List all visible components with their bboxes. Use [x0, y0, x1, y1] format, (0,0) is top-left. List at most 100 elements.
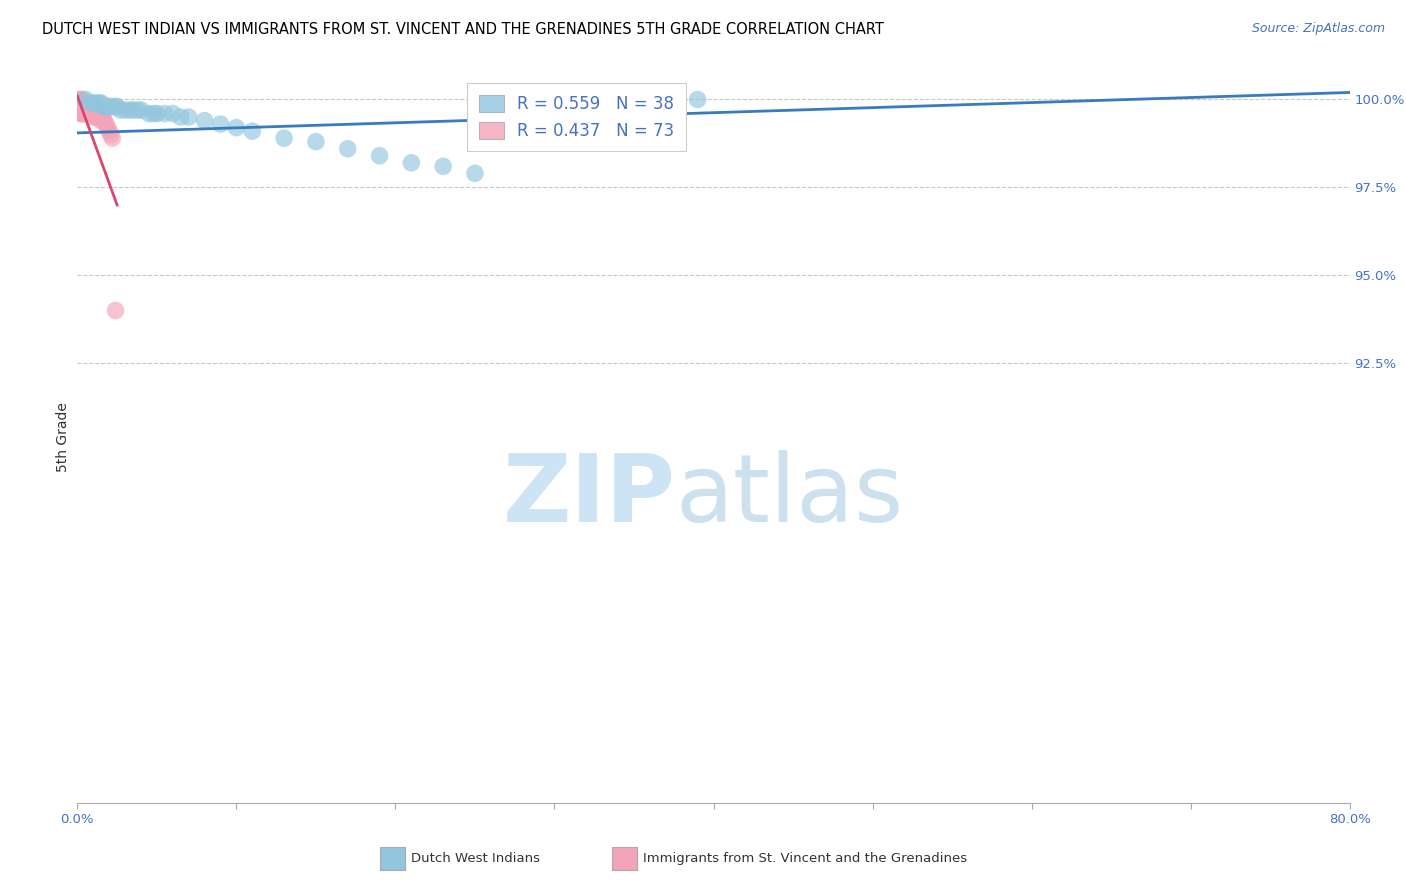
Point: [67, 93, 90, 107]
Point: [73, 103, 96, 117]
Point: [90, 110, 112, 124]
Point: [273, 131, 295, 145]
Point: [104, 303, 127, 318]
Point: [83, 106, 105, 120]
Point: [129, 103, 152, 117]
Point: [96, 120, 118, 135]
Point: [305, 135, 328, 149]
Point: [83, 103, 105, 117]
Point: [686, 93, 709, 107]
Legend: R = 0.559   N = 38, R = 0.437   N = 73: R = 0.559 N = 38, R = 0.437 N = 73: [467, 83, 686, 152]
Point: [82, 110, 104, 124]
Point: [75, 106, 97, 120]
Point: [93, 99, 115, 113]
Text: Dutch West Indians: Dutch West Indians: [411, 853, 540, 865]
Point: [401, 155, 423, 169]
Point: [76, 99, 98, 113]
Point: [67, 103, 90, 117]
Point: [91, 110, 114, 124]
Point: [69, 95, 91, 110]
Point: [70, 93, 93, 107]
Point: [79, 103, 101, 117]
Point: [336, 142, 359, 156]
Text: Immigrants from St. Vincent and the Grenadines: Immigrants from St. Vincent and the Gren…: [643, 853, 967, 865]
Point: [77, 103, 100, 117]
Point: [75, 103, 97, 117]
Point: [89, 95, 111, 110]
Point: [105, 99, 128, 113]
Point: [118, 103, 141, 117]
Point: [82, 99, 104, 113]
Point: [194, 113, 217, 128]
Point: [73, 99, 96, 113]
Point: [86, 106, 108, 120]
Point: [75, 99, 97, 113]
Point: [77, 106, 100, 120]
Point: [69, 106, 91, 120]
Point: [70, 106, 93, 120]
Point: [79, 95, 101, 110]
Point: [225, 120, 247, 135]
Point: [89, 110, 111, 124]
Point: [73, 103, 96, 117]
Point: [70, 95, 93, 110]
Point: [153, 106, 176, 120]
Point: [142, 106, 165, 120]
Point: [76, 103, 98, 117]
Point: [86, 110, 108, 124]
Point: [76, 99, 98, 113]
Text: DUTCH WEST INDIAN VS IMMIGRANTS FROM ST. VINCENT AND THE GRENADINES 5TH GRADE CO: DUTCH WEST INDIAN VS IMMIGRANTS FROM ST.…: [42, 22, 884, 37]
Point: [104, 99, 127, 113]
Point: [93, 113, 115, 128]
Point: [110, 103, 132, 117]
Point: [82, 106, 104, 120]
Point: [162, 106, 184, 120]
Point: [122, 103, 145, 117]
Point: [79, 106, 101, 120]
Point: [82, 95, 104, 110]
Point: [101, 99, 124, 113]
Point: [98, 99, 121, 113]
Point: [86, 103, 108, 117]
Point: [432, 159, 454, 173]
Text: Source: ZipAtlas.com: Source: ZipAtlas.com: [1251, 22, 1385, 36]
Point: [86, 95, 108, 110]
Point: [67, 99, 90, 113]
Point: [70, 99, 93, 113]
Point: [101, 131, 124, 145]
Point: [69, 95, 91, 110]
Point: [73, 95, 96, 110]
Point: [70, 95, 93, 110]
Text: atlas: atlas: [675, 450, 904, 541]
Point: [73, 99, 96, 113]
Point: [77, 103, 100, 117]
Point: [87, 110, 110, 124]
Point: [91, 113, 114, 128]
Point: [80, 106, 103, 120]
Point: [69, 103, 91, 117]
Point: [100, 128, 122, 142]
Point: [114, 103, 136, 117]
Point: [73, 95, 96, 110]
Point: [75, 95, 97, 110]
Point: [94, 99, 117, 113]
Point: [70, 106, 93, 120]
Text: ZIP: ZIP: [502, 450, 675, 541]
Point: [67, 95, 90, 110]
Point: [67, 99, 90, 113]
Point: [67, 95, 90, 110]
Point: [82, 103, 104, 117]
Point: [90, 113, 112, 128]
Point: [91, 99, 114, 113]
Point: [89, 106, 111, 120]
Point: [69, 99, 91, 113]
Point: [70, 99, 93, 113]
Point: [177, 110, 200, 124]
Point: [90, 95, 112, 110]
Point: [70, 103, 93, 117]
Point: [464, 166, 486, 180]
Point: [94, 117, 117, 131]
Point: [240, 124, 263, 138]
Point: [146, 106, 169, 120]
Point: [73, 106, 96, 120]
